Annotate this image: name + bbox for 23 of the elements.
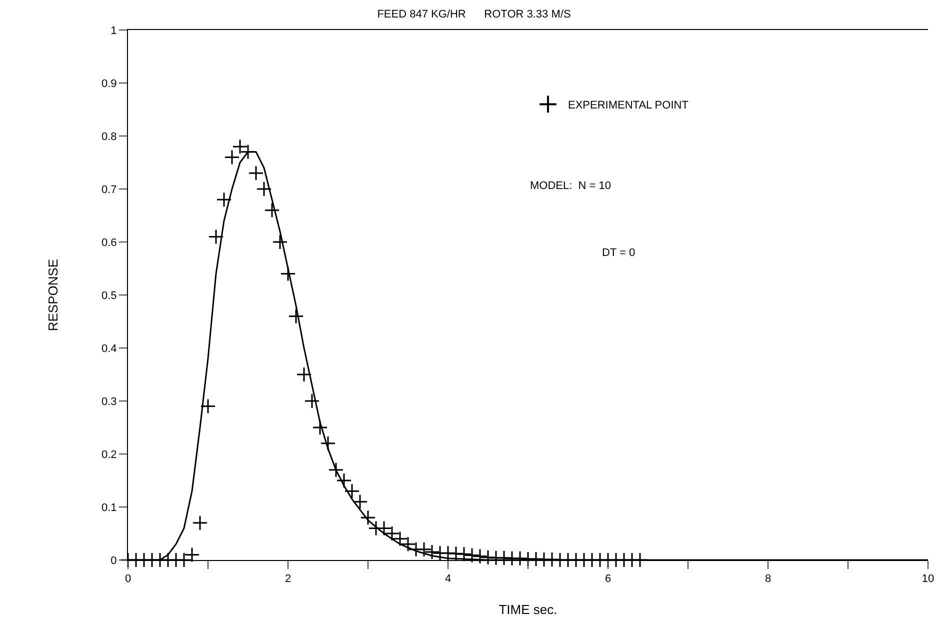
y-axis-title: RESPONSE [45,258,60,332]
annotation: DT = 0 [602,247,636,259]
y-tick-label: 0.5 [102,290,117,302]
x-axis-title: TIME sec. [498,602,558,617]
y-tick-label: 0.1 [102,502,117,514]
y-tick-label: 0.9 [102,78,117,90]
y-tick-label: 0 [110,554,117,567]
legend-label: EXPERIMENTAL POINT [568,99,689,112]
x-tick-label: 6 [604,573,612,586]
y-tick-label: 0.7 [102,184,117,196]
y-tick-label: 0.3 [102,396,117,408]
y-tick-label: 0.6 [102,236,117,249]
x-tick-label: 10 [922,573,934,586]
x-tick-label: 2 [284,573,292,586]
y-tick-label: 0.2 [102,448,117,461]
chart-title: FEED 847 KG/HR ROTOR 3.33 M/S [377,8,571,20]
x-tick-label: 4 [444,573,452,586]
x-tick-label: 0 [124,573,132,586]
annotation: MODEL: N = 10 [530,180,612,192]
y-tick-label: 1 [110,24,117,37]
y-tick-label: 0.4 [102,342,117,355]
x-tick-label: 8 [764,573,772,586]
y-tick-label: 0.8 [102,130,117,143]
